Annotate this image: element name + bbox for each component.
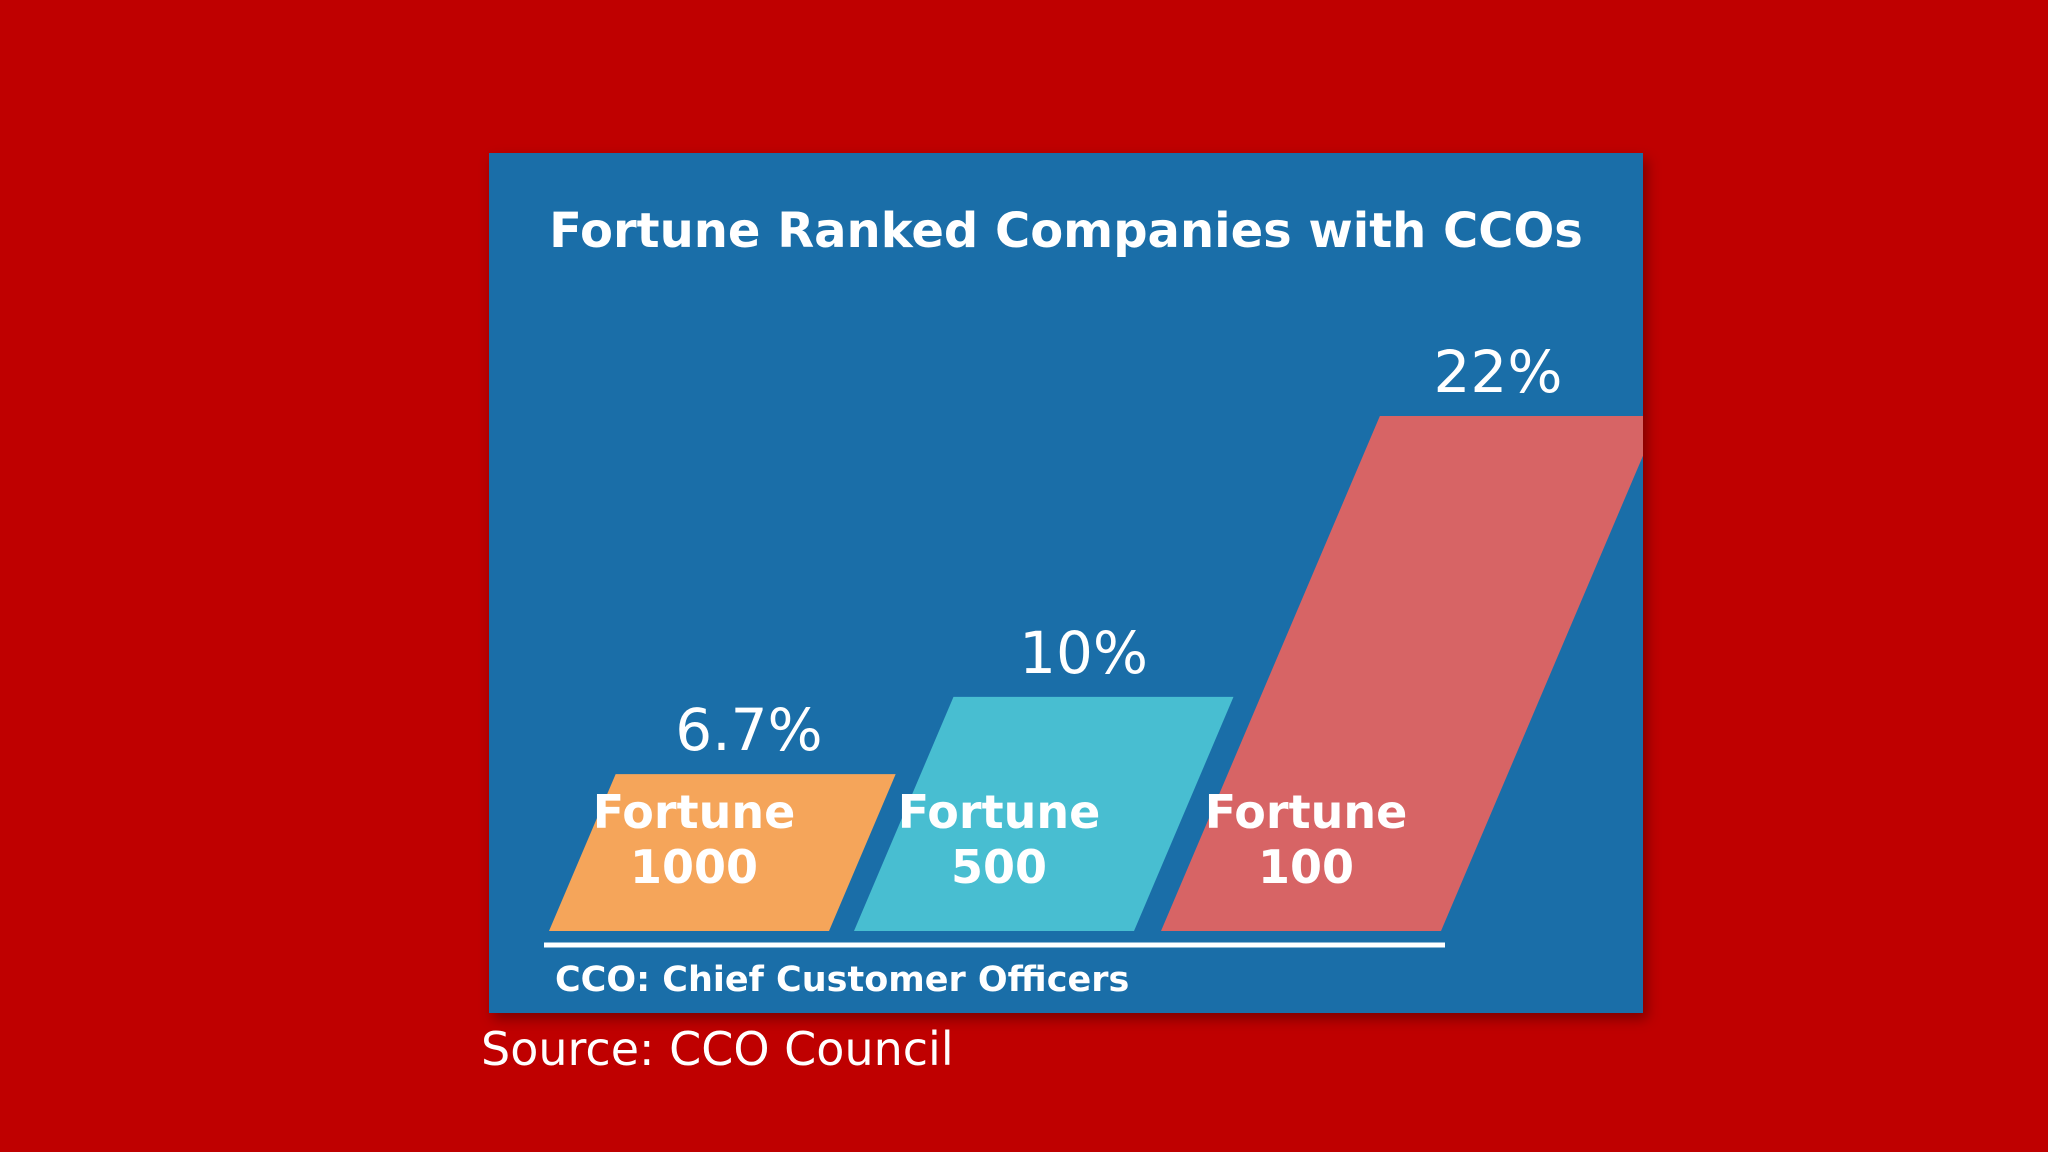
bar-group: 6.7%Fortune100010%Fortune50022%Fortune10… xyxy=(549,338,1643,931)
value-label: 10% xyxy=(1019,619,1148,687)
category-label: 100 xyxy=(1258,840,1354,894)
bar-fortune-500 xyxy=(854,696,1234,931)
bar-fortune-100 xyxy=(1161,416,1643,931)
value-label: 22% xyxy=(1434,338,1563,406)
category-label: Fortune xyxy=(898,785,1101,839)
category-label: 500 xyxy=(951,840,1047,894)
source-note: Source: CCO Council xyxy=(481,1022,954,1076)
chart-panel: Fortune Ranked Companies with CCOs 6.7% F… xyxy=(489,153,1643,1013)
value-label: 6.7% xyxy=(675,696,822,764)
bar-fortune-1000 xyxy=(549,774,896,931)
category-label: Fortune xyxy=(1205,785,1408,839)
footnote: CCO: Chief Customer Officers xyxy=(555,960,1129,1000)
chart-title: Fortune Ranked Companies with CCOs xyxy=(549,203,1583,259)
chart-svg: Fortune Ranked Companies with CCOs 6.7% F… xyxy=(544,203,1643,1000)
category-label: 1000 xyxy=(630,840,758,894)
category-label: Fortune xyxy=(593,785,796,839)
